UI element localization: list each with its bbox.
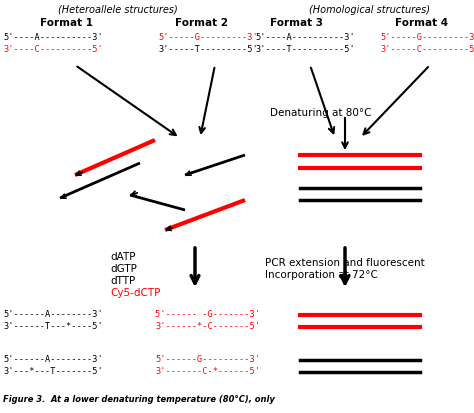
Text: Format 3: Format 3 xyxy=(270,18,323,28)
Text: 5'------ -G-------3': 5'------ -G-------3' xyxy=(155,310,260,319)
Text: 5'-----G---------3': 5'-----G---------3' xyxy=(380,33,474,42)
Text: Figure 3.  At a lower denaturing temperature (80°C), only: Figure 3. At a lower denaturing temperat… xyxy=(3,395,275,404)
Text: dTTP: dTTP xyxy=(110,276,135,286)
Text: Cy5-dCTP: Cy5-dCTP xyxy=(110,288,160,298)
Text: 3'------*-C-------5': 3'------*-C-------5' xyxy=(155,322,260,331)
Text: 3'----C----------5': 3'----C----------5' xyxy=(3,45,103,54)
Text: 5'----A----------3': 5'----A----------3' xyxy=(3,33,103,42)
Text: PCR extension and fluorescent
Incorporation at 72°C: PCR extension and fluorescent Incorporat… xyxy=(265,258,425,280)
Text: 3'------T---*----5': 3'------T---*----5' xyxy=(3,322,103,331)
Text: 3'---*---T-------5': 3'---*---T-------5' xyxy=(3,367,103,376)
Text: dGTP: dGTP xyxy=(110,264,137,274)
Text: 3'-----T---------5': 3'-----T---------5' xyxy=(158,45,258,54)
Text: 5'-----G---------3': 5'-----G---------3' xyxy=(158,33,258,42)
Text: (Homological structures): (Homological structures) xyxy=(310,5,430,15)
Text: 5'----A----------3': 5'----A----------3' xyxy=(255,33,355,42)
Text: 3'-------C-*------5': 3'-------C-*------5' xyxy=(155,367,260,376)
Text: 5'------A--------3': 5'------A--------3' xyxy=(3,355,103,364)
Text: Format 4: Format 4 xyxy=(395,18,448,28)
Text: 5'------G---------3': 5'------G---------3' xyxy=(155,355,260,364)
Text: Format 1: Format 1 xyxy=(40,18,93,28)
Text: 3'----T----------5': 3'----T----------5' xyxy=(255,45,355,54)
Text: dATP: dATP xyxy=(110,252,136,262)
Text: Format 2: Format 2 xyxy=(175,18,228,28)
Text: (Heteroallele structures): (Heteroallele structures) xyxy=(58,5,178,15)
Text: 5'------A--------3': 5'------A--------3' xyxy=(3,310,103,319)
Text: 3'-----C---------5': 3'-----C---------5' xyxy=(380,45,474,54)
Text: Denaturing at 80°C: Denaturing at 80°C xyxy=(270,108,372,118)
